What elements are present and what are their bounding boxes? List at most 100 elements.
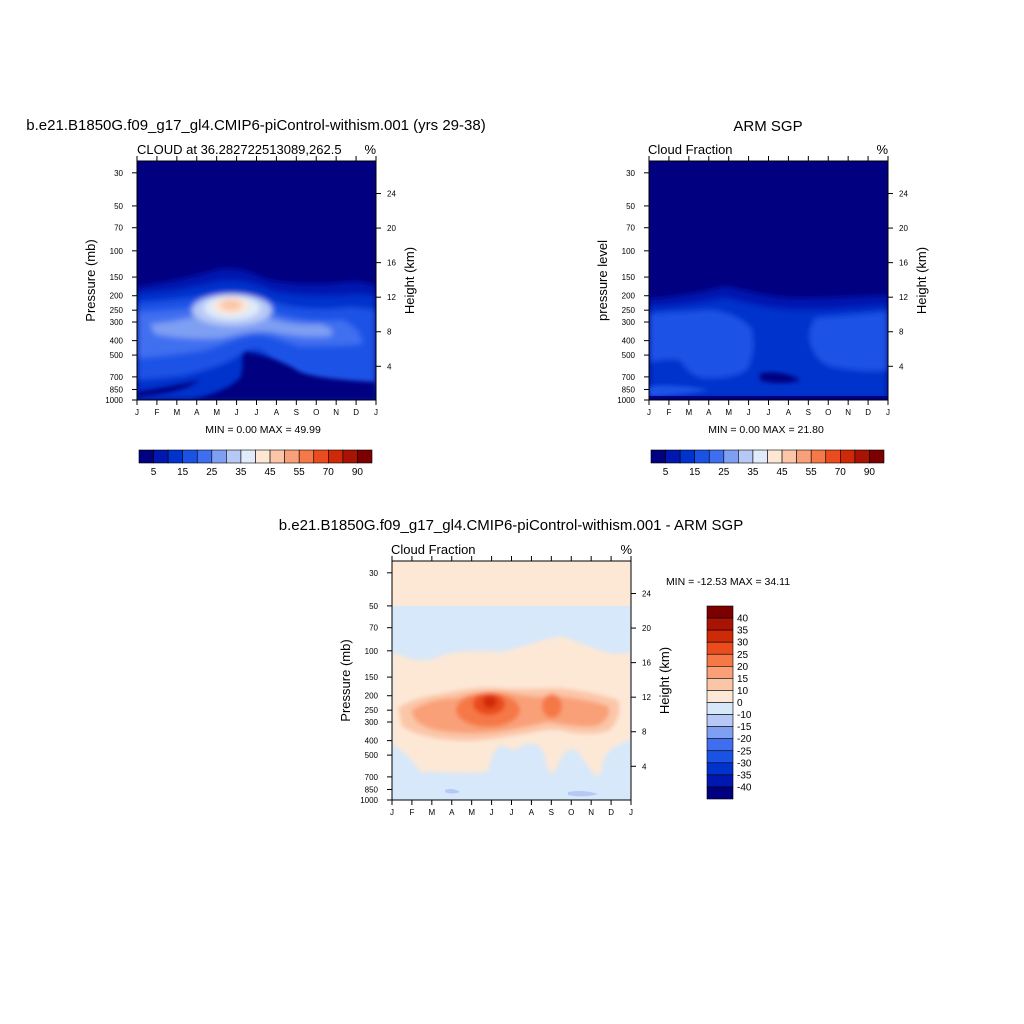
height-tick-label: 16 (387, 259, 396, 268)
panel-model-field (137, 161, 376, 400)
colorbar-tick-label: 25 (718, 467, 730, 478)
colorbar-tick-label: 30 (737, 638, 749, 649)
colorbar-tick-label: 55 (806, 467, 818, 478)
x-tick-label: J (255, 408, 259, 417)
x-tick-label: A (449, 808, 455, 817)
colorbar-tick-label: 70 (323, 467, 335, 478)
y-tick-label: 400 (622, 337, 636, 346)
panel-obs-stats: MIN = 0.00 MAX = 21.80 (708, 424, 824, 436)
panel-model-colorbar: 5 15 25 35 45 55 70 90 (138, 449, 373, 478)
y-tick-label: 70 (626, 224, 635, 233)
y-tick-label: 70 (114, 224, 123, 233)
y-tick-label: 400 (365, 737, 379, 746)
panel-model-axes: J F M A M J J A S O N D J 30 50 70 100 150 200 250 300 400 500… (83, 156, 417, 417)
y-tick-label: 200 (365, 692, 379, 701)
x-tick-label: F (154, 408, 159, 417)
y-tick-label: 700 (365, 773, 379, 782)
colorbar-swatch (854, 449, 870, 464)
height-tick-label: 4 (642, 762, 647, 771)
colorbar-swatch (706, 653, 734, 667)
y-tick-label: 250 (365, 706, 379, 715)
y-axis-label: pressure level (595, 240, 610, 321)
x-tick-label: A (529, 808, 535, 817)
panel-diff: b.e21.B1850G.f09_g17_gl4.CMIP6-piControl… (279, 517, 790, 817)
colorbar-tick-label: 15 (737, 674, 749, 685)
colorbar-swatch (810, 449, 827, 464)
panel-model-stats: MIN = 0.00 MAX = 49.99 (205, 424, 321, 436)
colorbar-swatch (706, 678, 734, 691)
x-tick-label: D (353, 408, 359, 417)
x-tick-label: N (333, 408, 339, 417)
colorbar-swatch (840, 449, 856, 464)
colorbar-swatch (706, 786, 734, 800)
colorbar-tick-label: 25 (206, 467, 218, 478)
colorbar-tick-label: 90 (864, 467, 876, 478)
y-tick-label: 850 (365, 785, 379, 794)
colorbar-swatch (255, 449, 271, 464)
height-tick-label: 12 (387, 293, 396, 302)
colorbar-swatch (328, 449, 344, 464)
colorbar-tick-label: -25 (737, 746, 752, 757)
colorbar-tick-label: 40 (737, 614, 749, 625)
y-axis-label: Pressure (mb) (338, 639, 353, 721)
x-tick-label: O (825, 408, 831, 417)
y-tick-label: 250 (110, 306, 124, 315)
colorbar-swatch (706, 605, 734, 619)
colorbar-swatch (706, 774, 734, 788)
y-tick-label: 30 (114, 169, 123, 178)
colorbar-swatch (781, 449, 797, 464)
y-tick-label: 50 (626, 202, 635, 211)
colorbar-swatch (226, 449, 242, 464)
y-tick-label: 1000 (360, 796, 378, 805)
height-axis-label: Height (km) (914, 247, 929, 314)
panel-diff-field (392, 561, 631, 800)
x-tick-label: J (135, 408, 139, 417)
colorbar-swatch (342, 449, 358, 464)
panel-obs-colorbar: 5 15 25 35 45 55 70 90 (650, 449, 885, 478)
colorbar-swatch (269, 449, 285, 464)
colorbar-tick-label: -35 (737, 770, 752, 781)
y-tick-label: 1000 (617, 396, 635, 405)
x-tick-label: J (767, 408, 771, 417)
panel-model: b.e21.B1850G.f09_g17_gl4.CMIP6-piControl… (26, 117, 485, 478)
x-tick-label: O (568, 808, 574, 817)
y-tick-label: 30 (369, 569, 378, 578)
x-tick-label: J (490, 808, 494, 817)
colorbar-tick-label: 5 (151, 467, 157, 478)
height-tick-label: 8 (899, 328, 904, 337)
colorbar-swatch (298, 449, 315, 464)
colorbar-swatch (738, 449, 754, 464)
colorbar-swatch (196, 449, 213, 464)
y-tick-label: 150 (365, 673, 379, 682)
panel-obs-axes: J F M A M J J A S O N D J 30 50 70 100 150 200 250 300 400 500… (595, 156, 929, 417)
colorbar-tick-label: 20 (737, 662, 749, 673)
panel-obs-subtitle: Cloud Fraction (648, 142, 733, 157)
y-axis-label: Pressure (mb) (83, 239, 98, 321)
height-tick-label: 24 (642, 590, 651, 599)
x-tick-label: N (845, 408, 851, 417)
y-tick-label: 50 (369, 602, 378, 611)
x-tick-label: J (510, 808, 514, 817)
y-tick-label: 50 (114, 202, 123, 211)
height-tick-label: 8 (642, 728, 647, 737)
colorbar-swatch (706, 617, 734, 631)
height-axis-label: Height (km) (402, 247, 417, 314)
height-tick-label: 4 (387, 362, 392, 371)
x-tick-label: D (865, 408, 871, 417)
x-tick-label: M (173, 408, 180, 417)
colorbar-swatch (665, 449, 681, 464)
colorbar-tick-label: 15 (689, 467, 701, 478)
x-tick-label: M (428, 808, 435, 817)
colorbar-swatch (694, 449, 710, 464)
x-tick-label: A (786, 408, 792, 417)
height-tick-label: 20 (642, 624, 651, 633)
x-tick-label: F (409, 808, 414, 817)
colorbar-swatch (767, 449, 783, 464)
x-tick-label: J (647, 408, 651, 417)
x-tick-label: D (608, 808, 614, 817)
colorbar-tick-label: 55 (294, 467, 306, 478)
x-tick-label: M (468, 808, 475, 817)
colorbar-swatch (706, 738, 734, 752)
